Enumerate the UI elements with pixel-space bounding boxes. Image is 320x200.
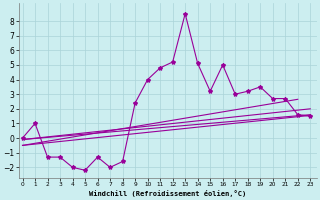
X-axis label: Windchill (Refroidissement éolien,°C): Windchill (Refroidissement éolien,°C) [89, 190, 246, 197]
